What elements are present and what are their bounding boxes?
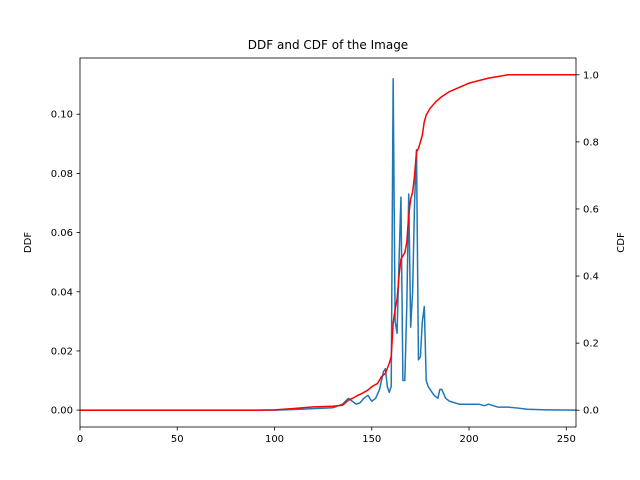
x-tick-label: 0 [77, 434, 83, 445]
right-y-tick-label: 0.0 [583, 406, 599, 417]
right-y-tick-label: 0.6 [583, 204, 599, 215]
cdf-line [80, 74, 576, 411]
right-y-tick-label: 0.8 [583, 137, 599, 148]
x-tick-label: 100 [265, 434, 284, 445]
x-axis: 0 50 100 150 200 250 [77, 427, 576, 445]
plot-frame [79, 57, 577, 428]
left-y-tick-label: 0.10 [51, 110, 73, 121]
right-y-tick-label: 0.4 [583, 272, 599, 283]
x-tick-label: 50 [171, 434, 184, 445]
left-y-tick-label: 0.00 [51, 406, 73, 417]
left-y-tick-label: 0.04 [51, 287, 73, 298]
plot-area [80, 58, 576, 427]
x-tick-label: 200 [459, 434, 478, 445]
left-y-axis-label: DDF [23, 232, 34, 253]
right-y-axis-label: CDF [616, 232, 627, 253]
right-y-tick-label: 0.2 [583, 339, 599, 350]
left-y-tick-label: 0.08 [51, 169, 73, 180]
ddf-line [80, 77, 577, 411]
left-y-axis: 0.00 0.02 0.04 0.06 0.08 0.10 [51, 110, 80, 417]
left-y-tick-label: 0.06 [51, 228, 73, 239]
left-y-tick-label: 0.02 [51, 346, 73, 357]
chart-title: DDF and CDF of the Image [248, 38, 408, 52]
x-tick-label: 250 [557, 434, 576, 445]
x-tick-label: 150 [362, 434, 381, 445]
series-layer [80, 74, 577, 411]
right-y-tick-label: 1.0 [583, 70, 599, 81]
right-y-axis: 0.0 0.2 0.4 0.6 0.8 1.0 [576, 70, 599, 417]
